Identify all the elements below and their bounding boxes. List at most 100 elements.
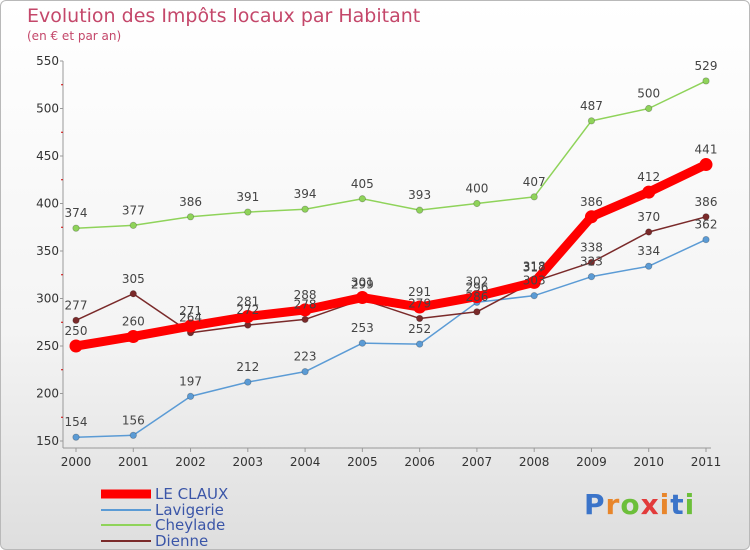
data-point: [184, 319, 198, 333]
x-tick-label: 2005: [347, 455, 378, 469]
chart-series: [69, 77, 713, 441]
data-point: [416, 314, 424, 323]
x-tick-label: 2009: [576, 455, 607, 469]
data-label: 323: [580, 255, 603, 269]
data-label: 156: [122, 413, 145, 427]
data-point: [413, 300, 427, 314]
logo-letter: x: [640, 488, 660, 521]
y-tick-label: 400: [36, 197, 59, 211]
data-label: 318: [523, 259, 546, 273]
data-label: 288: [294, 288, 317, 302]
data-point: [587, 117, 596, 125]
data-point: [530, 292, 538, 300]
data-label: 296: [465, 280, 488, 294]
data-label: 303: [523, 274, 546, 288]
proxiti-logo: Proxiti: [584, 488, 695, 521]
logo-letter: o: [620, 488, 641, 521]
data-label: 500: [637, 87, 660, 101]
data-point: [241, 310, 255, 324]
data-point: [355, 291, 369, 305]
data-label: 391: [236, 190, 259, 204]
data-point: [301, 368, 309, 376]
logo-letter: P: [584, 488, 606, 521]
data-point: [244, 208, 252, 216]
data-label: 286: [465, 290, 488, 304]
data-label: 338: [580, 240, 603, 254]
legend-label: LE CLAUX: [155, 485, 228, 503]
data-point: [129, 290, 137, 298]
data-label: 302: [465, 275, 488, 289]
data-label: 277: [65, 298, 88, 312]
legend-label: Dienne: [155, 532, 208, 550]
y-tick-label: 250: [36, 339, 59, 353]
data-label: 317: [523, 260, 546, 274]
data-point: [186, 213, 195, 221]
data-point: [642, 185, 656, 199]
data-point: [72, 316, 80, 324]
data-point: [72, 224, 80, 232]
data-point: [126, 330, 140, 343]
data-point: [301, 205, 309, 213]
data-label: 362: [695, 218, 718, 232]
x-tick-label: 2011: [691, 455, 722, 469]
x-tick-label: 2004: [290, 455, 321, 469]
logo-letter: i: [684, 488, 696, 521]
series-line-le-claux: [71, 160, 711, 351]
data-point: [358, 195, 366, 203]
data-label: 393: [408, 188, 431, 202]
x-tick-label: 2002: [175, 455, 206, 469]
data-point: [530, 193, 538, 201]
data-point: [129, 431, 137, 439]
x-tick-label: 2001: [118, 455, 149, 469]
data-label: 154: [65, 415, 88, 429]
data-label: 279: [408, 296, 431, 310]
data-label: 250: [65, 324, 88, 338]
data-point: [298, 303, 312, 317]
y-tick-label: 200: [36, 387, 59, 401]
data-point: [702, 77, 710, 85]
data-point: [416, 340, 424, 348]
logo-letter: t: [670, 488, 685, 521]
chart-title: Evolution des Impôts locaux par Habitant: [27, 5, 421, 27]
legend-label: Lavigerie: [155, 501, 224, 519]
data-label: 252: [408, 322, 431, 336]
data-label: 386: [580, 195, 603, 209]
x-tick-label: 2000: [61, 455, 92, 469]
y-tick-label: 150: [36, 434, 59, 448]
data-point: [301, 315, 309, 323]
data-point: [645, 262, 653, 270]
series-line-lavigerie: [75, 238, 707, 438]
data-label: 272: [236, 303, 259, 317]
data-label: 299: [351, 277, 374, 291]
logo-letter: r: [605, 488, 621, 521]
data-point: [584, 210, 598, 224]
data-label: 197: [179, 374, 202, 388]
data-label: 377: [122, 203, 145, 217]
data-label: 487: [580, 99, 603, 113]
data-label: 334: [637, 244, 660, 258]
data-point: [129, 221, 137, 229]
logo-letter: i: [659, 488, 671, 521]
data-point: [416, 206, 424, 214]
data-point: [527, 275, 541, 289]
chart-subtitle: (en € et par an): [27, 29, 122, 43]
data-label: 271: [179, 304, 202, 318]
y-tick-label: 450: [36, 149, 59, 163]
data-label: 529: [695, 59, 718, 73]
data-label: 291: [408, 285, 431, 299]
data-label: 212: [236, 360, 259, 374]
data-label: 441: [695, 143, 718, 157]
x-tick-label: 2008: [519, 455, 550, 469]
data-point: [470, 290, 484, 304]
data-point: [587, 258, 596, 266]
data-label: 278: [294, 297, 317, 311]
data-label: 370: [637, 210, 660, 224]
data-point: [702, 236, 710, 244]
x-tick-label: 2010: [633, 455, 664, 469]
data-point: [645, 104, 653, 113]
data-label: 386: [695, 195, 718, 209]
data-label: 374: [65, 206, 88, 220]
data-label: 260: [122, 315, 145, 329]
